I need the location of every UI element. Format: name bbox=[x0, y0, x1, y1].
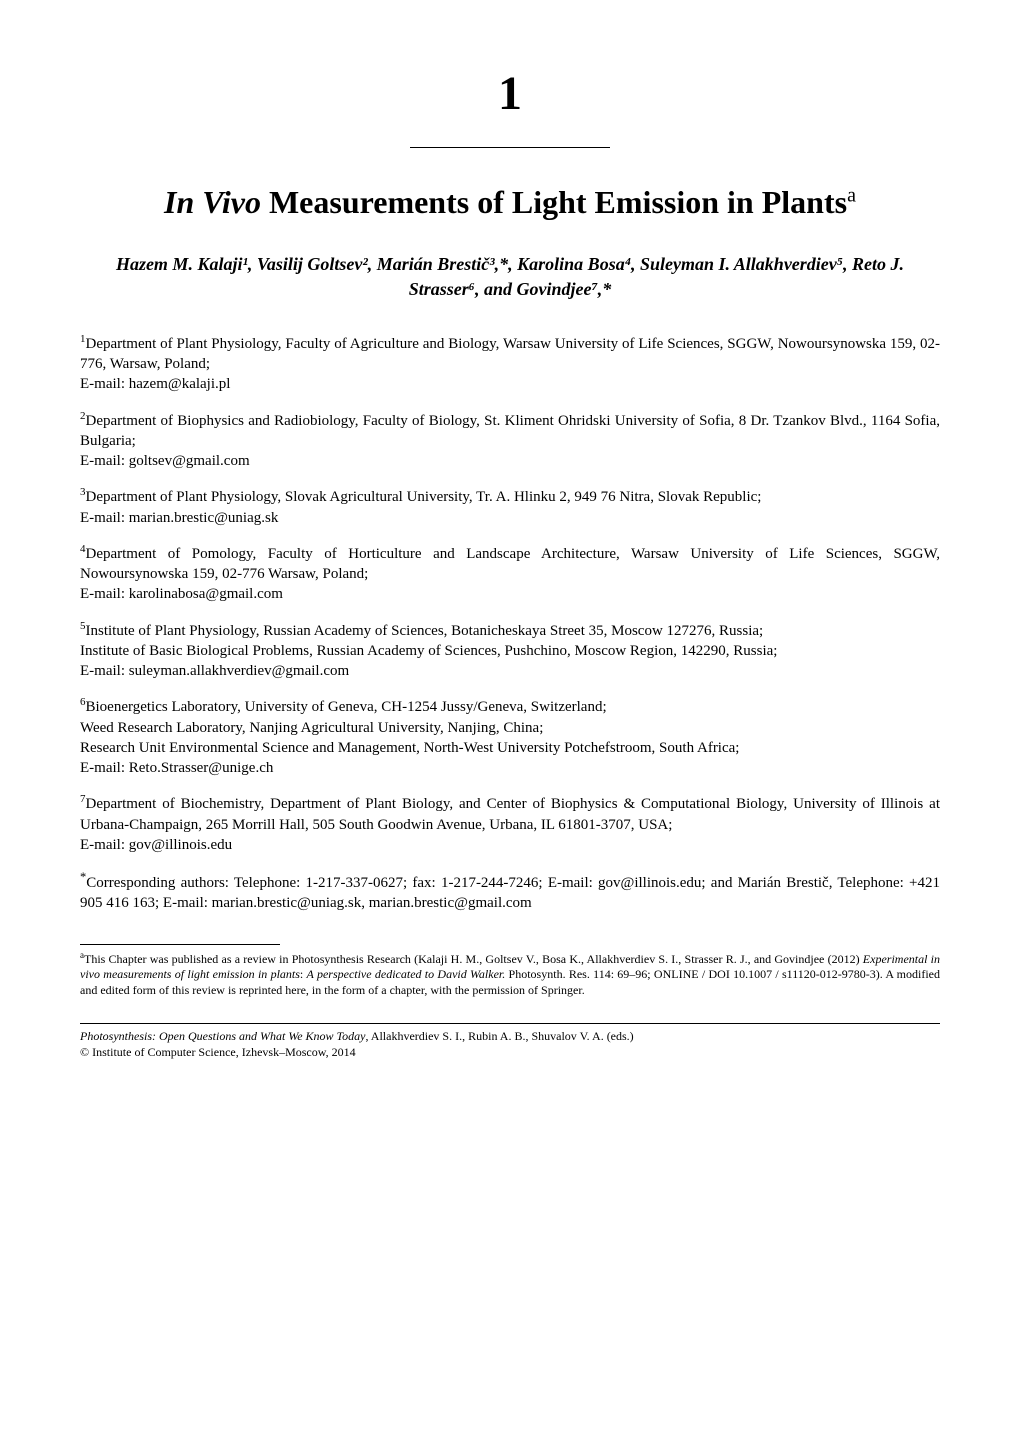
affiliation-text: Department of Pomology, Faculty of Horti… bbox=[80, 546, 940, 582]
page-footer-divider bbox=[80, 1023, 940, 1024]
book-title: Photosynthesis: Open Questions and What … bbox=[80, 1029, 365, 1043]
footnote: aThis Chapter was published as a review … bbox=[80, 950, 940, 999]
title-rest: Measurements of Light Emission in Plants bbox=[261, 184, 847, 220]
affiliation-text: Institute of Plant Physiology, Russian A… bbox=[86, 623, 764, 639]
affiliation-4: 4Department of Pomology, Faculty of Hort… bbox=[80, 542, 940, 605]
editors: , Allakhverdiev S. I., Rubin A. B., Shuv… bbox=[365, 1029, 633, 1043]
affiliation-email: E-mail: goltsev@gmail.com bbox=[80, 453, 250, 469]
affiliation-text: Department of Biophysics and Radiobiolog… bbox=[80, 413, 940, 449]
corresponding-authors: *Corresponding authors: Telephone: 1-217… bbox=[80, 869, 940, 914]
footnote-italic2: A perspective dedicated to David Walker. bbox=[307, 967, 506, 981]
affiliation-email: E-mail: gov@illinois.edu bbox=[80, 837, 232, 853]
title-divider bbox=[410, 147, 610, 148]
affiliation-text: Department of Biochemistry, Department o… bbox=[80, 796, 940, 832]
affiliation-2: 2Department of Biophysics and Radiobiolo… bbox=[80, 409, 940, 472]
footnote-prefix: This Chapter was published as a review i… bbox=[84, 952, 863, 966]
affiliation-extra: Institute of Basic Biological Problems, … bbox=[80, 643, 777, 659]
affiliation-email: E-mail: suleyman.allakhverdiev@gmail.com bbox=[80, 663, 349, 679]
affiliation-text: Department of Plant Physiology, Slovak A… bbox=[86, 489, 762, 505]
affiliation-3: 3Department of Plant Physiology, Slovak … bbox=[80, 485, 940, 528]
authors-list: Hazem M. Kalaji¹, Vasilij Goltsev², Mari… bbox=[80, 252, 940, 302]
affiliation-5: 5Institute of Plant Physiology, Russian … bbox=[80, 619, 940, 682]
affiliation-extra2: Research Unit Environmental Science and … bbox=[80, 740, 739, 756]
title-italic: In Vivo bbox=[164, 184, 261, 220]
affiliation-7: 7Department of Biochemistry, Department … bbox=[80, 792, 940, 855]
affiliation-email: E-mail: Reto.Strasser@unige.ch bbox=[80, 760, 273, 776]
affiliation-text: Bioenergetics Laboratory, University of … bbox=[86, 699, 607, 715]
affiliation-text: Department of Plant Physiology, Faculty … bbox=[80, 336, 940, 372]
affiliation-6: 6Bioenergetics Laboratory, University of… bbox=[80, 695, 940, 778]
affiliation-email: E-mail: marian.brestic@uniag.sk bbox=[80, 510, 278, 526]
chapter-number: 1 bbox=[80, 60, 940, 127]
affiliation-1: 1Department of Plant Physiology, Faculty… bbox=[80, 332, 940, 395]
chapter-title: In Vivo Measurements of Light Emission i… bbox=[80, 183, 940, 221]
affiliation-email: E-mail: hazem@kalaji.pl bbox=[80, 376, 230, 392]
footnote-mid: : bbox=[300, 967, 307, 981]
affiliation-email: E-mail: karolinabosa@gmail.com bbox=[80, 586, 283, 602]
footnote-divider bbox=[80, 944, 280, 945]
copyright: © Institute of Computer Science, Izhevsk… bbox=[80, 1045, 356, 1059]
page-footer: Photosynthesis: Open Questions and What … bbox=[80, 1029, 940, 1060]
title-sup: a bbox=[847, 185, 856, 207]
affiliation-extra: Weed Research Laboratory, Nanjing Agricu… bbox=[80, 720, 543, 736]
corresponding-text: Corresponding authors: Telephone: 1-217-… bbox=[80, 875, 940, 911]
